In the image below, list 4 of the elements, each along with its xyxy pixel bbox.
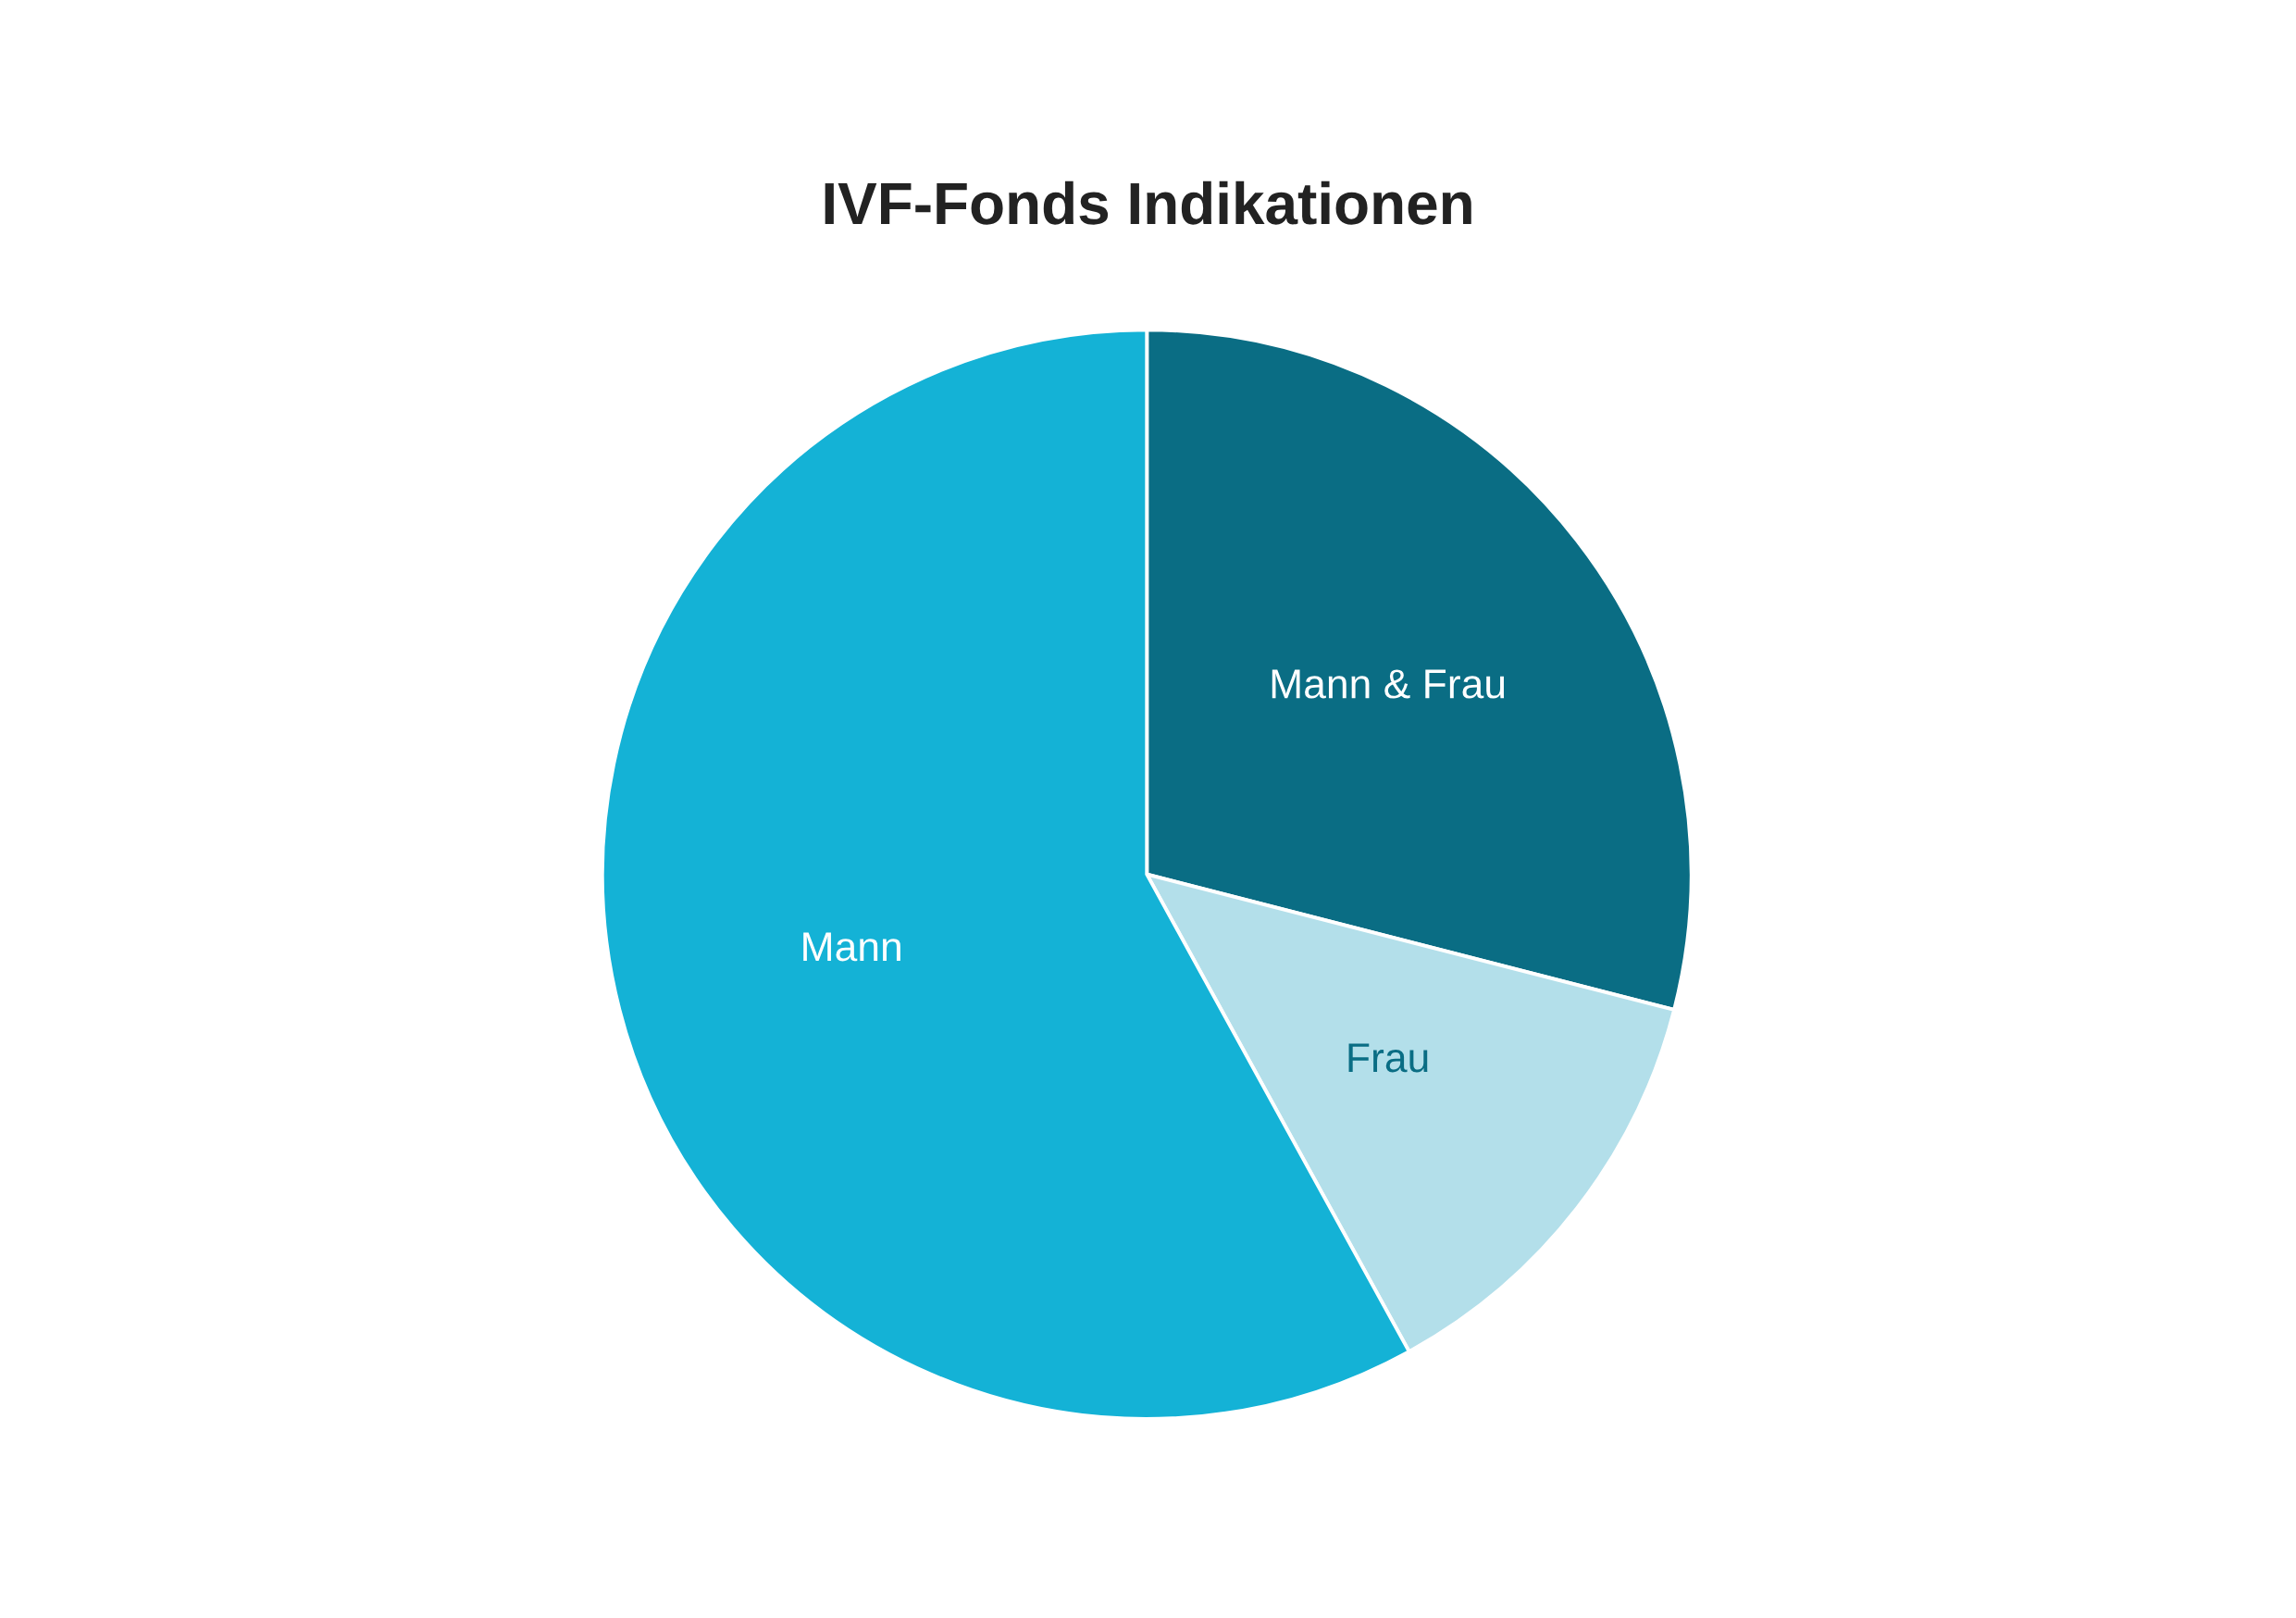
- slice-label: Frau: [1348, 1043, 1428, 1073]
- slice-label: Mann & Frau: [1272, 669, 1505, 699]
- slice-label: Mann: [803, 932, 900, 962]
- chart-title: IVF-Fonds Indikationen: [825, 180, 1471, 225]
